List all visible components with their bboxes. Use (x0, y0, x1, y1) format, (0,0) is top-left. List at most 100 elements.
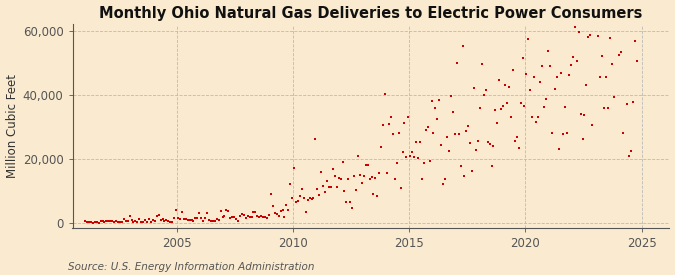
Point (144, 217, 155, 222)
Point (231, 217, 242, 221)
Point (194, 211, 205, 216)
Point (175, 217, 186, 222)
Point (383, 122, 394, 126)
Point (508, 68, 518, 72)
Point (366, 174, 377, 179)
Point (88, 220, 99, 225)
Point (283, 208, 294, 212)
Point (546, 130, 557, 135)
Point (310, 137, 321, 141)
Point (323, 185, 334, 189)
Point (380, 92, 391, 96)
Point (318, 183, 329, 188)
Point (531, 120, 541, 124)
Point (130, 219, 141, 223)
Text: Source: U.S. Energy Information Administration: Source: U.S. Energy Information Administ… (68, 262, 314, 272)
Point (169, 216, 180, 220)
Point (614, 53, 624, 57)
Point (620, 9, 630, 13)
Point (483, 140, 493, 145)
Point (109, 220, 119, 225)
Point (161, 218, 171, 222)
Point (461, 129, 472, 134)
Point (354, 173, 365, 177)
Point (312, 187, 323, 191)
Point (368, 192, 379, 196)
Point (163, 219, 173, 224)
Point (515, 101, 526, 106)
Point (171, 208, 182, 212)
Point (82, 220, 92, 225)
Point (339, 189, 350, 193)
Point (227, 215, 238, 220)
Point (173, 215, 184, 220)
Point (399, 121, 410, 126)
Point (602, 106, 613, 110)
Point (91, 220, 102, 225)
Point (263, 213, 274, 217)
Point (441, 134, 452, 139)
Point (428, 131, 439, 135)
Point (118, 217, 129, 221)
Point (573, 30, 584, 34)
Point (97, 219, 108, 224)
Point (115, 219, 126, 224)
Point (521, 72, 532, 76)
Point (492, 121, 503, 125)
Title: Monthly Ohio Natural Gas Deliveries to Electric Power Consumers: Monthly Ohio Natural Gas Deliveries to E… (99, 6, 643, 21)
Point (260, 214, 271, 219)
Point (223, 208, 234, 213)
Point (564, 73, 574, 77)
Point (300, 210, 311, 214)
Point (470, 147, 481, 152)
Point (192, 216, 202, 221)
Point (275, 209, 286, 213)
Point (541, 97, 551, 101)
Point (579, 113, 590, 117)
Point (99, 220, 110, 224)
Point (587, 123, 597, 127)
Point (265, 192, 276, 196)
Point (381, 171, 392, 175)
Point (622, 102, 632, 106)
Point (506, 115, 516, 119)
Point (244, 215, 255, 219)
Point (267, 204, 278, 208)
Point (394, 130, 404, 135)
Point (221, 208, 232, 212)
Point (306, 197, 317, 201)
Point (426, 98, 437, 103)
Point (256, 214, 267, 218)
Point (113, 219, 124, 224)
Point (424, 159, 435, 164)
Point (147, 218, 158, 223)
Point (537, 64, 547, 68)
Point (446, 94, 456, 98)
Point (186, 218, 197, 222)
Point (93, 221, 104, 225)
Point (560, 105, 570, 109)
Point (463, 124, 474, 128)
Point (496, 107, 507, 112)
Point (443, 148, 454, 153)
Point (535, 80, 545, 84)
Point (618, 130, 628, 135)
Point (556, 71, 566, 76)
Point (316, 169, 327, 174)
Point (448, 109, 458, 114)
Point (548, 2, 559, 7)
Point (436, 143, 447, 147)
Point (517, 56, 528, 60)
Point (252, 214, 263, 218)
Point (176, 210, 187, 214)
Point (626, 149, 637, 153)
Point (439, 177, 450, 182)
Point (207, 219, 218, 223)
Point (285, 182, 296, 186)
Point (321, 179, 332, 184)
Point (600, 75, 611, 79)
Point (132, 220, 142, 225)
Point (351, 188, 362, 192)
Point (577, 137, 588, 142)
Point (105, 219, 115, 224)
